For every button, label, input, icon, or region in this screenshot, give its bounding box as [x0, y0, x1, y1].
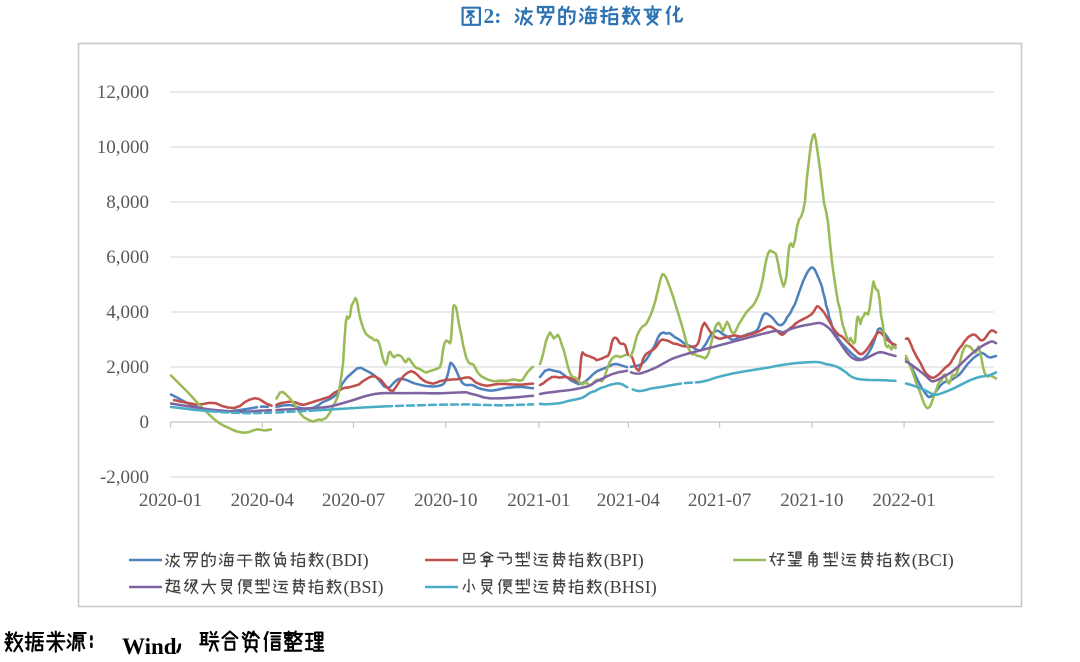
svg-text:6,000: 6,000 — [106, 247, 149, 268]
svg-text:12,000: 12,000 — [97, 82, 149, 103]
svg-text:2020-01: 2020-01 — [139, 490, 202, 511]
svg-text:-2,000: -2,000 — [100, 467, 149, 488]
svg-text:2021-01: 2021-01 — [507, 490, 570, 511]
svg-text:(BHSI): (BHSI) — [604, 577, 657, 598]
svg-text:2020-07: 2020-07 — [322, 490, 385, 511]
svg-text:2021-04: 2021-04 — [597, 490, 661, 511]
svg-text:8,000: 8,000 — [106, 192, 149, 213]
svg-text:2021-07: 2021-07 — [688, 490, 751, 511]
svg-text:2020-10: 2020-10 — [414, 490, 477, 511]
svg-text:(BCI): (BCI) — [912, 550, 954, 571]
svg-text:4,000: 4,000 — [106, 302, 149, 323]
svg-text:10,000: 10,000 — [97, 137, 149, 158]
svg-text:(BSI): (BSI) — [344, 577, 384, 598]
svg-text:2021-10: 2021-10 — [780, 490, 843, 511]
svg-text:2020-04: 2020-04 — [231, 490, 295, 511]
svg-text:(BPI): (BPI) — [604, 550, 644, 571]
svg-text:0: 0 — [140, 412, 150, 433]
svg-text:2022-01: 2022-01 — [872, 490, 935, 511]
svg-text:2,000: 2,000 — [106, 357, 149, 378]
svg-text:(BDI): (BDI) — [326, 550, 369, 571]
svg-text:Wind: Wind — [122, 634, 177, 659]
svg-text:2:: 2: — [484, 4, 502, 28]
